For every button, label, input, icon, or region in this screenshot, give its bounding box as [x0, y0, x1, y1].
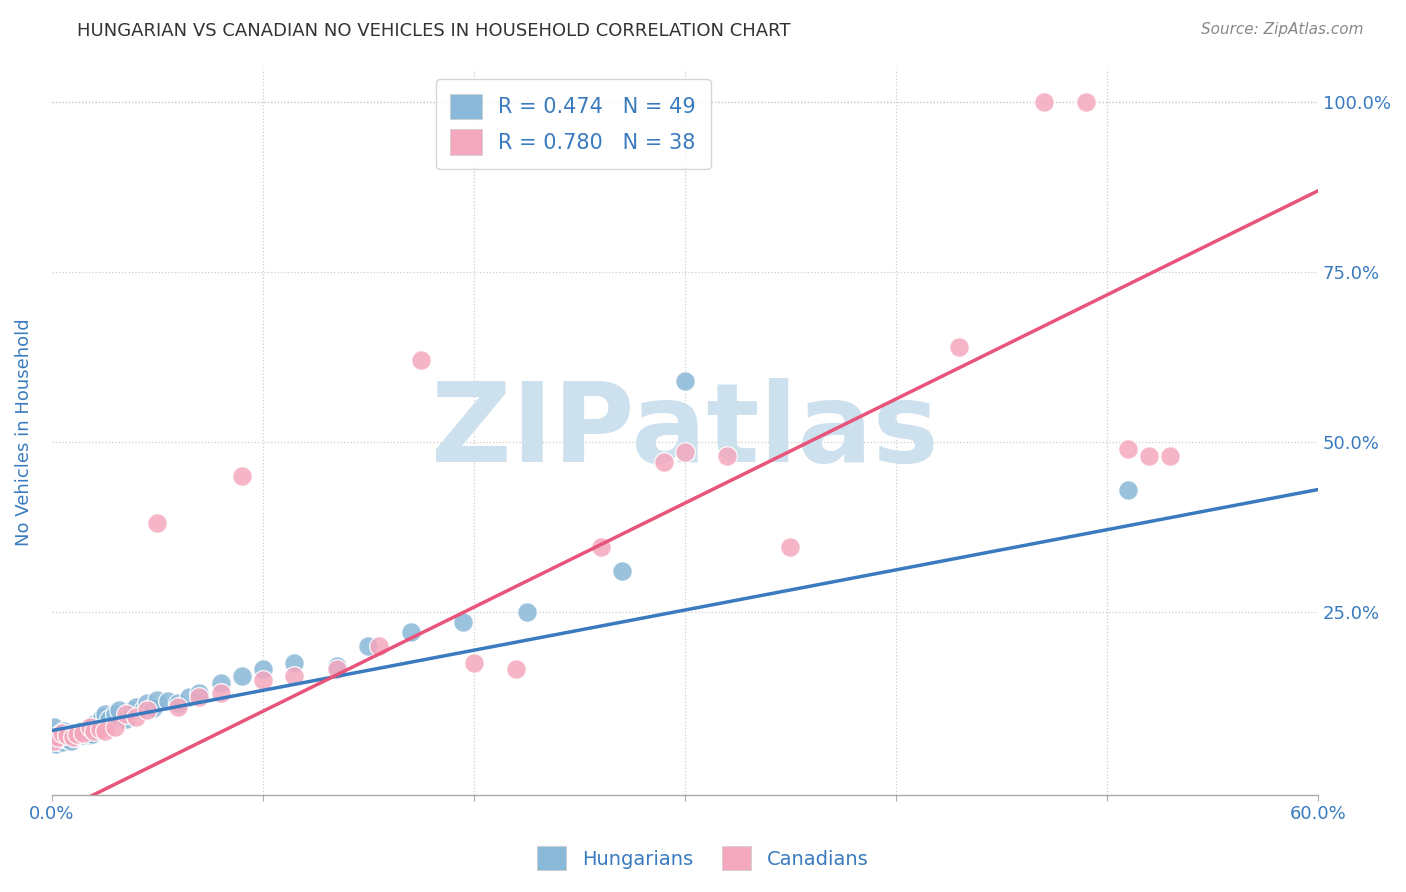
Point [125, 710, 148, 724]
Point [1159, 449, 1181, 463]
Point [83, 723, 105, 738]
Point [142, 701, 165, 715]
Legend: Hungarians, Canadians: Hungarians, Canadians [530, 838, 876, 878]
Point [104, 720, 127, 734]
Point [283, 669, 305, 683]
Point [1116, 483, 1139, 497]
Point [66, 727, 89, 741]
Point [652, 455, 675, 469]
Point [411, 353, 433, 368]
Point [42, 733, 65, 747]
Point [76, 723, 98, 738]
Point [83, 716, 105, 731]
Legend: R = 0.474   N = 49, R = 0.780   N = 38: R = 0.474 N = 49, R = 0.780 N = 38 [436, 78, 710, 169]
Point [131, 703, 153, 717]
Point [55, 732, 77, 747]
Point [58, 728, 80, 742]
Point [79, 728, 101, 742]
Point [673, 374, 696, 388]
Point [87, 720, 110, 734]
Point [114, 706, 136, 721]
Point [146, 693, 169, 707]
Point [357, 639, 380, 653]
Point [1137, 449, 1160, 463]
Point [252, 673, 274, 687]
Point [45, 737, 67, 751]
Point [59, 733, 82, 747]
Point [55, 728, 77, 742]
Point [610, 564, 633, 578]
Point [135, 697, 157, 711]
Point [51, 725, 73, 739]
Point [156, 694, 179, 708]
Point [1074, 95, 1097, 110]
Point [399, 625, 422, 640]
Point [51, 735, 73, 749]
Point [505, 663, 527, 677]
Point [70, 724, 93, 739]
Point [188, 690, 211, 704]
Point [125, 699, 148, 714]
Text: HUNGARIAN VS CANADIAN NO VEHICLES IN HOUSEHOLD CORRELATION CHART: HUNGARIAN VS CANADIAN NO VEHICLES IN HOU… [77, 22, 790, 40]
Point [948, 340, 970, 354]
Point [209, 686, 232, 700]
Y-axis label: No Vehicles in Household: No Vehicles in Household [15, 318, 32, 546]
Point [231, 669, 253, 683]
Point [146, 516, 169, 531]
Point [779, 540, 801, 554]
Point [114, 712, 136, 726]
Point [104, 706, 127, 721]
Point [367, 639, 389, 653]
Point [252, 663, 274, 677]
Point [716, 449, 738, 463]
Point [1032, 95, 1054, 110]
Point [93, 706, 115, 721]
Point [46, 731, 69, 745]
Point [66, 727, 89, 741]
Point [209, 676, 232, 690]
Point [67, 728, 90, 742]
Point [53, 723, 76, 738]
Point [46, 731, 69, 745]
Point [75, 723, 97, 738]
Point [516, 605, 538, 619]
Point [108, 703, 131, 717]
Point [121, 703, 143, 717]
Point [589, 540, 612, 554]
Point [79, 720, 101, 734]
Text: Source: ZipAtlas.com: Source: ZipAtlas.com [1201, 22, 1364, 37]
Point [177, 690, 200, 704]
Point [89, 722, 111, 736]
Point [49, 727, 72, 741]
Point [72, 728, 94, 742]
Point [91, 710, 114, 724]
Point [673, 445, 696, 459]
Point [231, 469, 253, 483]
Point [97, 712, 120, 726]
Point [283, 656, 305, 670]
Point [453, 615, 475, 629]
Point [325, 663, 347, 677]
Point [80, 727, 103, 741]
Point [1116, 442, 1139, 456]
Text: ZIPatlas: ZIPatlas [432, 378, 939, 485]
Point [62, 731, 84, 745]
Point [167, 699, 190, 714]
Point [463, 656, 485, 670]
Point [72, 725, 94, 739]
Point [167, 697, 190, 711]
Point [135, 703, 157, 717]
Point [42, 720, 65, 734]
Point [325, 659, 347, 673]
Point [188, 686, 211, 700]
Point [62, 725, 84, 739]
Point [63, 730, 86, 744]
Point [93, 723, 115, 738]
